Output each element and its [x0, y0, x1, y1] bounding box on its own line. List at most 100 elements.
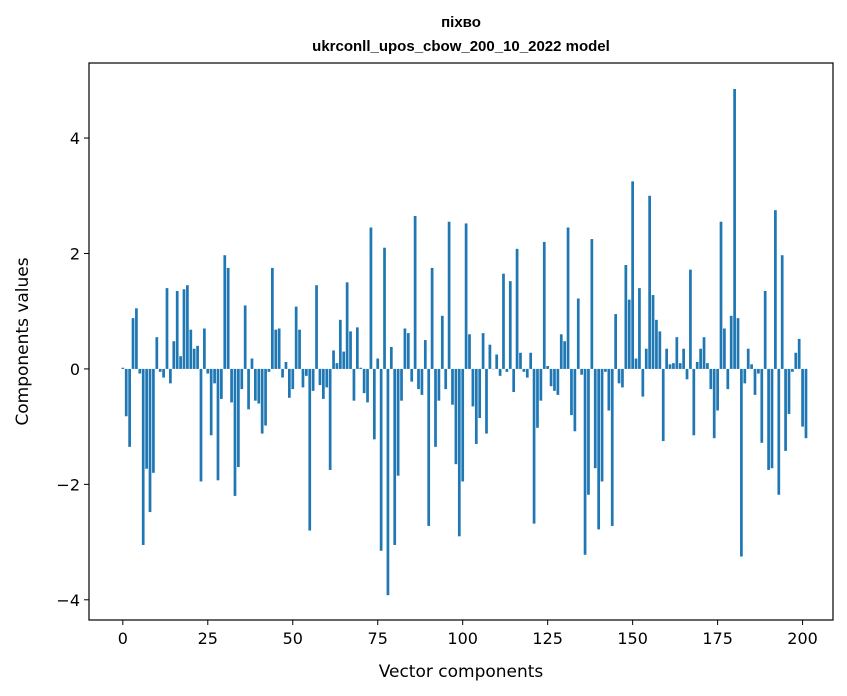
- bar: [593, 368, 597, 469]
- bar: [291, 368, 295, 390]
- bar: [233, 368, 237, 496]
- bar: [638, 288, 641, 369]
- bar: [583, 368, 587, 555]
- bar: [651, 295, 655, 369]
- bar: [559, 334, 563, 369]
- bar: [359, 367, 363, 369]
- x-tick-label: 25: [198, 629, 218, 648]
- bar: [743, 368, 747, 384]
- bar: [243, 305, 247, 369]
- bar: [172, 341, 176, 369]
- bar: [257, 368, 261, 404]
- bar: [485, 368, 488, 434]
- bar: [349, 331, 352, 369]
- bar: [417, 368, 420, 390]
- bar: [169, 368, 172, 384]
- bar: [665, 348, 668, 369]
- bar: [165, 288, 169, 369]
- bar: [631, 181, 634, 369]
- bar: [787, 368, 791, 414]
- bar: [294, 306, 298, 369]
- bar: [784, 368, 787, 451]
- y-tick-label: 4: [70, 129, 80, 148]
- bar: [512, 368, 516, 393]
- bar: [254, 368, 257, 401]
- bar: [223, 255, 227, 369]
- bar: [271, 267, 274, 369]
- x-axis-label: Vector components: [379, 662, 544, 682]
- bar: [505, 368, 509, 372]
- bar: [386, 368, 390, 596]
- bar: [723, 328, 726, 369]
- bar: [716, 368, 719, 411]
- bar: [121, 367, 125, 369]
- bar: [740, 368, 743, 557]
- bar: [124, 368, 128, 417]
- bar: [529, 352, 533, 369]
- bar: [267, 368, 271, 372]
- bar: [644, 348, 648, 369]
- x-tick-label: 75: [368, 629, 388, 648]
- bar: [607, 368, 611, 411]
- bar: [366, 368, 369, 403]
- bar: [430, 267, 434, 369]
- bar: [794, 352, 798, 369]
- bar: [437, 368, 441, 401]
- bar: [427, 368, 431, 526]
- bar: [780, 255, 784, 369]
- y-axis-ticks: −4 −2 0 2 4: [56, 129, 89, 610]
- bar: [342, 351, 346, 369]
- bar: [209, 368, 213, 436]
- bar: [474, 368, 478, 444]
- bar: [158, 368, 162, 372]
- bar: [726, 368, 730, 390]
- bar: [719, 221, 723, 369]
- bar: [237, 368, 240, 468]
- x-tick-label: 175: [702, 629, 733, 648]
- bar: [712, 368, 716, 439]
- x-tick-label: 50: [283, 629, 303, 648]
- bar: [345, 282, 349, 369]
- bar: [175, 290, 179, 369]
- bar: [213, 368, 216, 384]
- bar: [525, 368, 529, 378]
- bar: [135, 308, 138, 369]
- bar: [403, 328, 407, 369]
- bar: [406, 333, 410, 369]
- chart-title: піхво: [441, 14, 481, 31]
- bar: [335, 363, 339, 369]
- bar: [753, 368, 757, 395]
- bar: [321, 368, 325, 399]
- bar: [277, 328, 281, 369]
- bar: [182, 289, 186, 369]
- bar: [614, 314, 618, 369]
- bar: [162, 368, 165, 378]
- bar: [668, 364, 672, 369]
- bar: [383, 247, 386, 369]
- x-tick-label: 125: [532, 629, 563, 648]
- bar: [675, 337, 679, 369]
- bar: [325, 368, 329, 388]
- bar: [145, 368, 148, 469]
- bar: [440, 315, 444, 369]
- bar: [519, 352, 522, 369]
- bar: [763, 290, 767, 369]
- bar: [434, 368, 437, 447]
- bar: [672, 363, 675, 369]
- bar: [678, 363, 682, 369]
- bar: [199, 368, 203, 482]
- bar: [610, 368, 614, 526]
- bar: [648, 195, 651, 369]
- bar: [767, 368, 770, 470]
- bar: [457, 368, 461, 537]
- bar: [230, 368, 233, 403]
- bar: [556, 368, 560, 395]
- bar: [757, 368, 760, 374]
- bar: [328, 368, 332, 470]
- bar: [685, 368, 689, 380]
- bar: [522, 368, 526, 372]
- bar: [689, 269, 692, 369]
- bar: [264, 368, 267, 426]
- bar: [196, 345, 199, 369]
